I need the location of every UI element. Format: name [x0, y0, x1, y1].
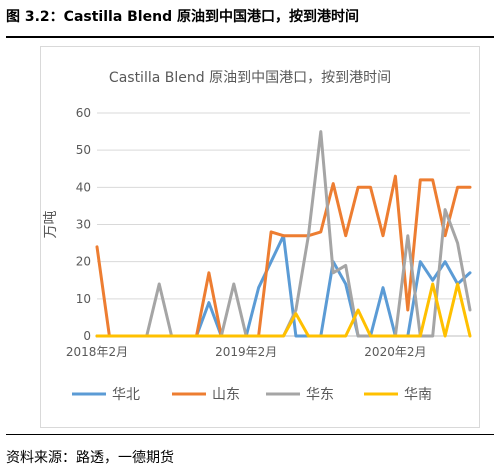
y-tick-label: 30	[76, 218, 91, 232]
chart-frame	[40, 46, 480, 428]
source-note: 资料来源：路透，一德期货	[6, 450, 174, 466]
y-tick-label: 0	[83, 329, 91, 343]
line-chart: Castilla Blend 原油到中国港口，按到港时间 0 10 20 30 40 50 6…	[43, 70, 472, 403]
y-tick-label: 40	[76, 180, 91, 194]
legend-label-3: 华东	[306, 387, 334, 403]
top-rule	[6, 36, 494, 38]
x-tick-label: 2019年2月	[215, 345, 277, 359]
legend-label-1: 华北	[112, 387, 140, 403]
chart-title: Castilla Blend 原油到中国港口，按到港时间	[109, 70, 391, 86]
figure-caption: 图 3.2：Castilla Blend 原油到中国港口，按到港时间	[6, 9, 359, 25]
y-axis-label: 万吨	[43, 211, 59, 239]
y-tick-label: 60	[76, 106, 91, 120]
legend-label-4: 华南	[404, 387, 432, 403]
y-tick-label: 10	[76, 292, 91, 306]
series-line-4	[95, 282, 472, 338]
y-tick-label: 20	[76, 255, 91, 269]
bottom-rule	[6, 434, 494, 435]
x-tick-label: 2020年2月	[364, 345, 426, 359]
y-tick-label: 50	[76, 143, 91, 157]
legend-label-2: 山东	[212, 387, 240, 403]
x-tick-label: 2018年2月	[66, 345, 128, 359]
